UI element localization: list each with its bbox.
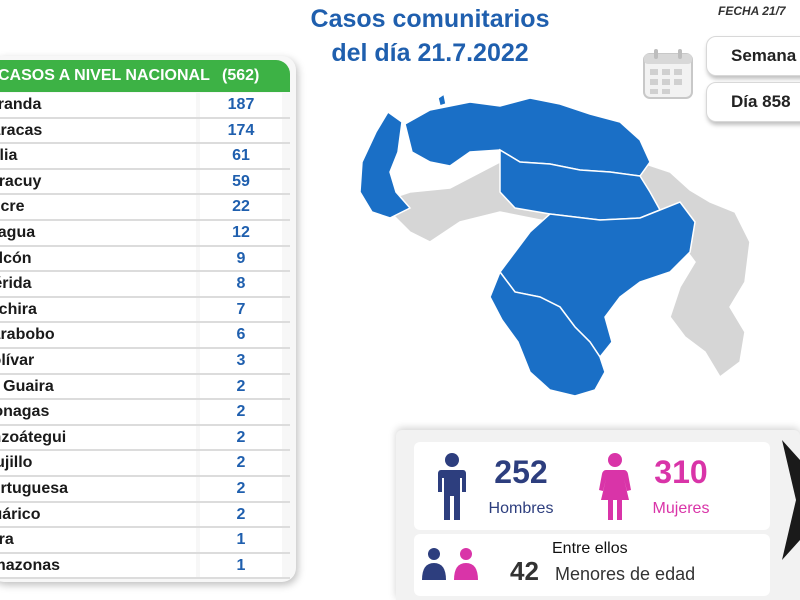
state-name: Mérida <box>0 272 196 296</box>
table-row: Aragua12 <box>0 220 290 247</box>
table-row: Zulia61 <box>0 144 290 170</box>
calendar-icon <box>643 49 693 99</box>
state-name: Monagas <box>0 400 196 424</box>
among-them-label: Entre ellos <box>552 540 628 557</box>
table-row: Trujillo2 <box>0 451 290 477</box>
men-count: 252 <box>494 454 548 490</box>
table-row: Táchira7 <box>0 297 290 324</box>
state-name: Caracas <box>0 118 196 143</box>
table-row: Amazonas1 <box>0 553 290 580</box>
state-case-count: 3 <box>200 348 282 373</box>
state-case-count: 61 <box>200 144 282 168</box>
table-row: Miranda187 <box>0 93 290 119</box>
cases-table-header: CASOS A NIVEL NACIONAL (562) <box>0 60 290 92</box>
decorative-chevron-icon <box>782 440 800 560</box>
title-line-1: Casos comunitarios <box>310 5 550 33</box>
state-name: Miranda <box>0 93 196 117</box>
map-region-blue <box>359 110 412 219</box>
state-case-count: 187 <box>200 93 282 117</box>
state-case-count: 2 <box>200 502 282 527</box>
women-count: 310 <box>654 454 708 490</box>
table-row: Guárico2 <box>0 502 290 529</box>
table-row: Caracas174 <box>0 118 290 145</box>
state-case-count: 2 <box>200 374 282 399</box>
table-row: Falcón9 <box>0 246 290 273</box>
state-name: Aragua <box>0 220 196 245</box>
state-name: Bolívar <box>0 348 196 373</box>
table-row: Sucre22 <box>0 195 290 221</box>
state-case-count: 1 <box>200 528 282 552</box>
state-case-count: 59 <box>200 169 282 194</box>
state-name: Anzoátegui <box>0 425 196 450</box>
state-case-count: 22 <box>200 195 282 219</box>
state-name: La Guaira <box>0 374 196 399</box>
state-case-count: 2 <box>200 451 282 475</box>
state-case-count: 8 <box>200 272 282 296</box>
state-case-count: 7 <box>200 297 282 322</box>
state-name: Amazonas <box>0 553 196 578</box>
table-row: Yaracuy59 <box>0 169 290 196</box>
table-row: Monagas2 <box>0 400 290 426</box>
cases-table-rows: Miranda187Caracas174Zulia61Yaracuy59Sucr… <box>0 93 290 580</box>
page-title: Casos comunitarios del día 21.7.2022 <box>240 2 620 70</box>
children-icon <box>422 548 478 580</box>
state-case-count: 174 <box>200 118 282 143</box>
table-header-total: (562) <box>222 67 260 84</box>
table-row: Lara1 <box>0 528 290 554</box>
table-row: Mérida8 <box>0 272 290 298</box>
state-name: Guárico <box>0 502 196 527</box>
woman-icon <box>599 453 631 520</box>
state-name: Zulia <box>0 144 196 168</box>
date-label: FECHA 21/7 <box>718 4 786 18</box>
map-region-blue <box>499 148 662 221</box>
table-header-label: CASOS A NIVEL NACIONAL <box>0 67 210 84</box>
women-label: Mujeres <box>652 500 710 517</box>
map-region-blue <box>437 92 447 107</box>
map-region-blue <box>489 270 606 397</box>
minors-label: Menores de edad <box>555 564 696 584</box>
title-line-2: del día 21.7.2022 <box>331 39 529 67</box>
state-case-count: 12 <box>200 220 282 245</box>
men-label: Hombres <box>488 500 554 517</box>
state-name: Yaracuy <box>0 169 196 194</box>
table-row: Bolívar3 <box>0 348 290 375</box>
state-case-count: 2 <box>200 400 282 424</box>
state-name: Trujillo <box>0 451 196 475</box>
state-name: Portuguesa <box>0 476 196 501</box>
state-name: Falcón <box>0 246 196 271</box>
gender-panel <box>414 442 770 530</box>
minors-panel <box>414 534 770 596</box>
state-case-count: 1 <box>200 553 282 578</box>
week-badge: Semana <box>706 36 800 76</box>
table-row: Anzoátegui2 <box>0 425 290 452</box>
state-case-count: 2 <box>200 425 282 450</box>
state-case-count: 2 <box>200 476 282 501</box>
state-name: Sucre <box>0 195 196 219</box>
table-row: Portuguesa2 <box>0 476 290 503</box>
day-badge: Día 858 <box>706 82 800 122</box>
minors-count: 42 <box>510 556 539 586</box>
state-name: Carabobo <box>0 323 196 347</box>
state-case-count: 6 <box>200 323 282 347</box>
man-icon <box>438 453 466 520</box>
venezuela-map <box>359 92 751 397</box>
state-name: Táchira <box>0 297 196 322</box>
table-row: Carabobo6 <box>0 323 290 349</box>
state-name: Lara <box>0 528 196 552</box>
state-case-count: 9 <box>200 246 282 271</box>
